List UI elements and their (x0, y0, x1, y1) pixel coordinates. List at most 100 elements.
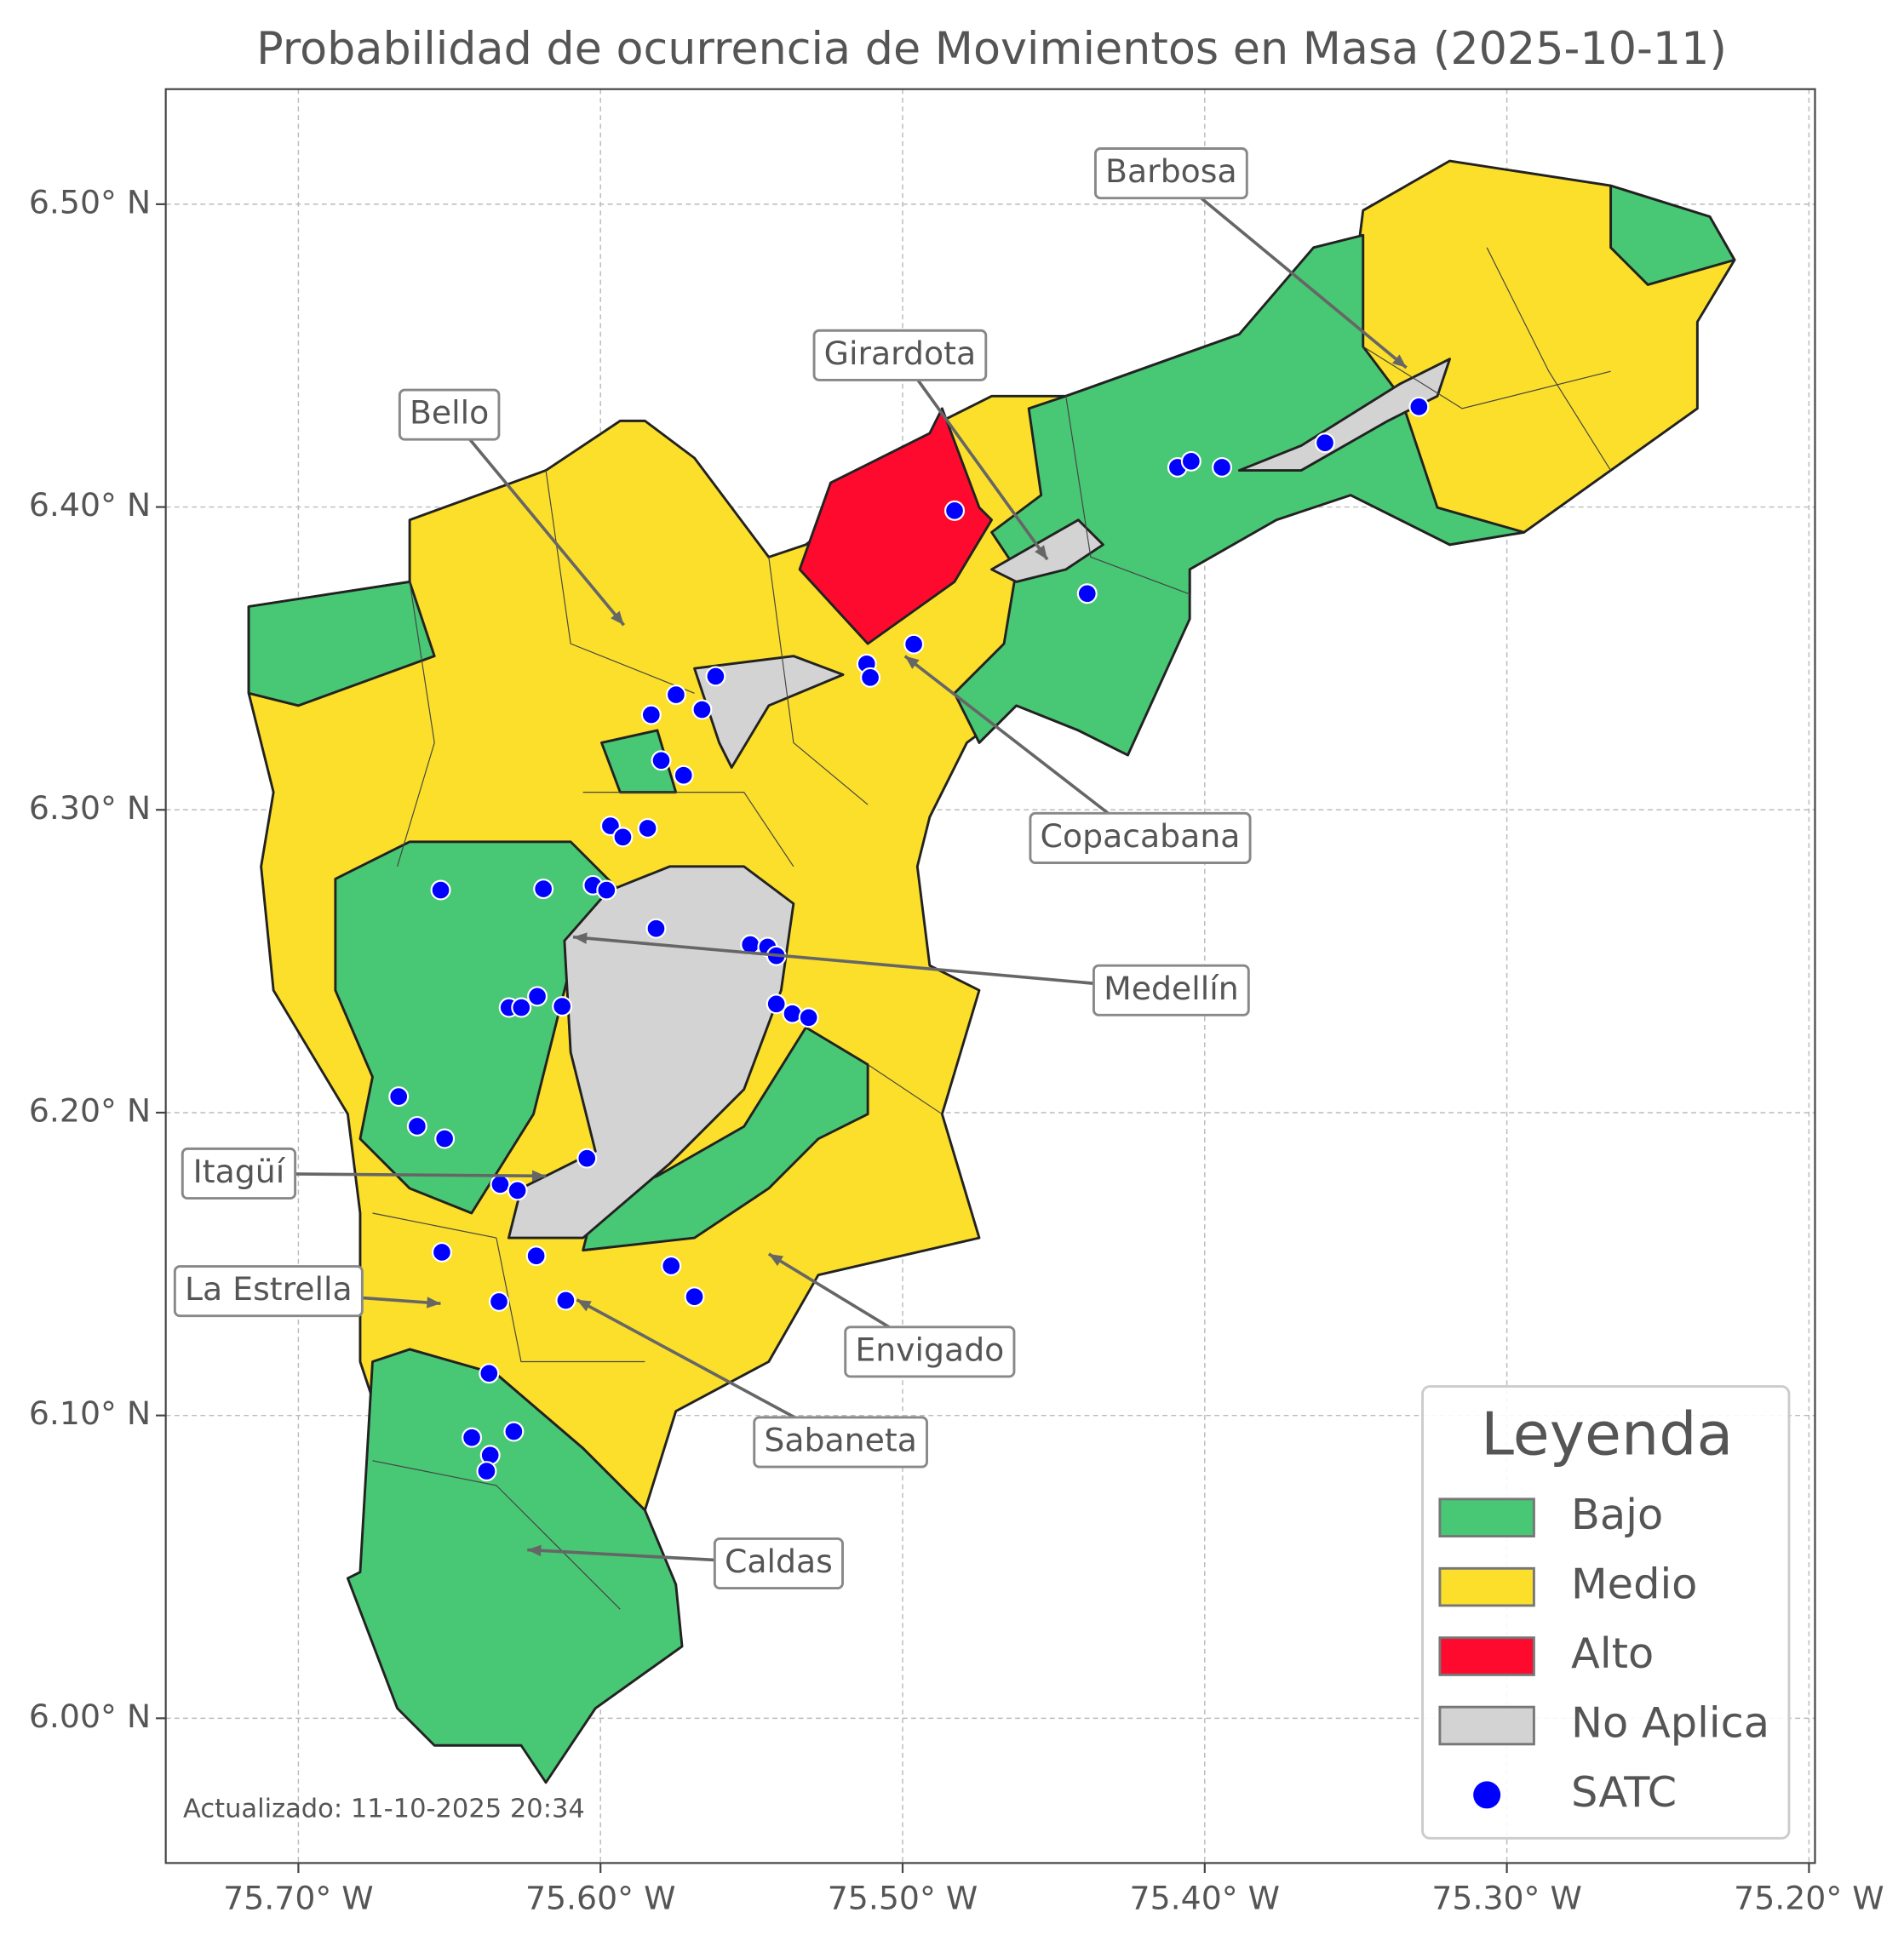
region-no-aplica (990, 518, 1104, 583)
satc-station (661, 1255, 682, 1276)
annotation-label: Barbosa (1105, 152, 1237, 190)
region-bajo (346, 1348, 684, 1784)
y-tick-label: 6.40° N (29, 486, 151, 524)
satc-station (651, 750, 672, 771)
y-tick-label: 6.20° N (29, 1091, 151, 1129)
annotation-box (398, 388, 501, 441)
satc-station (576, 1148, 598, 1169)
region-bajo (334, 840, 622, 1215)
annotation-label: Caldas (725, 1543, 833, 1580)
satc-station (431, 1241, 452, 1263)
legend-label: Alto (1571, 1629, 1654, 1678)
satc-station (944, 500, 966, 521)
legend-label: Medio (1571, 1560, 1697, 1609)
satc-station (503, 1421, 525, 1442)
y-tick-label: 6.00° N (29, 1698, 151, 1735)
arrow-head (426, 1297, 441, 1308)
satc-station (527, 986, 548, 1007)
annotation-label: Sabaneta (764, 1422, 916, 1459)
satc-station (1076, 583, 1098, 604)
satc-station (511, 997, 532, 1018)
satc-station (552, 996, 573, 1017)
satc-station (1408, 396, 1430, 417)
annotation-box (1093, 147, 1248, 200)
satc-station (388, 1086, 410, 1108)
x-tick-label: 75.40° W (1130, 1880, 1281, 1917)
satc-station (476, 1461, 497, 1482)
region-bajo (1609, 184, 1736, 286)
satc-station (645, 918, 667, 939)
annotation-label: Copacabana (1041, 817, 1241, 855)
legend-swatch (1438, 1497, 1535, 1537)
annotation-label: Itagüí (193, 1153, 286, 1190)
region-alto (798, 407, 993, 645)
arrow-head (573, 932, 588, 944)
satc-station (798, 1007, 819, 1028)
annotation-label: Bello (410, 394, 489, 432)
legend-label: SATC (1571, 1767, 1677, 1817)
region-bajo (247, 580, 436, 707)
arrow-head (611, 610, 624, 626)
satc-station (637, 817, 658, 839)
legend-swatch (1438, 1705, 1535, 1746)
region-no-aplica (693, 655, 845, 769)
annotation-label: Medellín (1104, 970, 1239, 1007)
y-tick-label: 6.50° N (29, 183, 151, 220)
annotation-box (812, 329, 988, 381)
y-tick-label: 6.10° N (29, 1394, 151, 1432)
annotation-arrow (903, 655, 1142, 839)
subdivisions (372, 247, 1612, 1610)
x-tick-label: 75.70° W (223, 1880, 374, 1917)
satc-station (479, 1363, 500, 1384)
satc-station (596, 879, 617, 901)
annotation-label: Envigado (855, 1331, 1004, 1368)
arrow-head (904, 656, 920, 669)
map-title: Probabilidad de ocurrencia de Movimiento… (256, 23, 1727, 75)
satc-station (507, 1180, 528, 1201)
legend-marker (1473, 1781, 1501, 1809)
legend-title: Leyenda (1481, 1400, 1733, 1469)
footnote: Actualizado: 11-10-2025 20:34 (183, 1794, 585, 1824)
annotation-box (713, 1537, 844, 1590)
satc-station (462, 1427, 483, 1448)
regions (247, 159, 1736, 1784)
satc-station (691, 699, 713, 720)
satc-station (860, 667, 881, 688)
legend-label: Bajo (1571, 1490, 1663, 1539)
x-tick-label: 75.50° W (828, 1880, 978, 1917)
annotation-label: Girardota (824, 335, 976, 372)
satc-station (1315, 432, 1336, 454)
arrow-head (768, 1253, 784, 1267)
satc-station (612, 827, 634, 848)
satc-station (430, 879, 451, 901)
annotation-box (181, 1147, 297, 1200)
arrow-head (527, 1544, 542, 1557)
annotation-arrow (898, 354, 1049, 561)
satc-station (490, 1174, 511, 1195)
arrow-head (1035, 545, 1047, 560)
legend-label: No Aplica (1571, 1698, 1769, 1747)
annotation-box (844, 1325, 1016, 1378)
legend: Leyenda Bajo Medio Alto No Aplica SATC (1421, 1385, 1791, 1840)
annotation-arrow (448, 413, 626, 627)
satc-station (903, 633, 925, 655)
satc-station (434, 1128, 456, 1149)
satc-station (555, 1290, 576, 1311)
satc-station (1212, 456, 1233, 478)
annotation-label: La Estrella (185, 1270, 353, 1308)
satc-station (406, 1115, 427, 1137)
legend-swatch (1438, 1566, 1535, 1607)
satc-station (525, 1245, 547, 1267)
plot-frame (164, 88, 1816, 1864)
satc-station (533, 879, 554, 900)
annotation-arrow (1170, 172, 1408, 369)
annotation-box (1092, 964, 1250, 1016)
x-tick-label: 75.20° W (1734, 1880, 1884, 1917)
satc-station (640, 704, 662, 725)
region-no-aplica (1237, 358, 1451, 472)
satc-station (1180, 450, 1201, 472)
arrow-head (1391, 354, 1407, 368)
arrow-head (576, 1299, 592, 1312)
